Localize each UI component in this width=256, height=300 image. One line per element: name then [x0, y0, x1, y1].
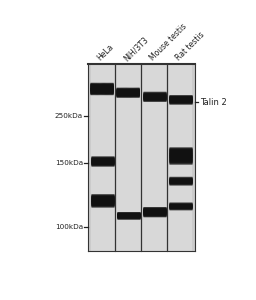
Text: 100kDa: 100kDa — [55, 224, 83, 230]
Bar — [169, 64, 192, 251]
Text: Rat testis: Rat testis — [174, 30, 206, 63]
Text: 150kDa: 150kDa — [55, 160, 83, 166]
Text: 250kDa: 250kDa — [55, 113, 83, 119]
Bar — [143, 64, 166, 251]
Text: Mouse testis: Mouse testis — [148, 22, 188, 63]
Text: HeLa: HeLa — [96, 43, 116, 63]
Bar — [88, 64, 195, 251]
Text: NIH/3T3: NIH/3T3 — [122, 34, 150, 63]
Bar — [116, 64, 140, 251]
Bar — [91, 64, 114, 251]
Text: Talin 2: Talin 2 — [200, 98, 227, 106]
